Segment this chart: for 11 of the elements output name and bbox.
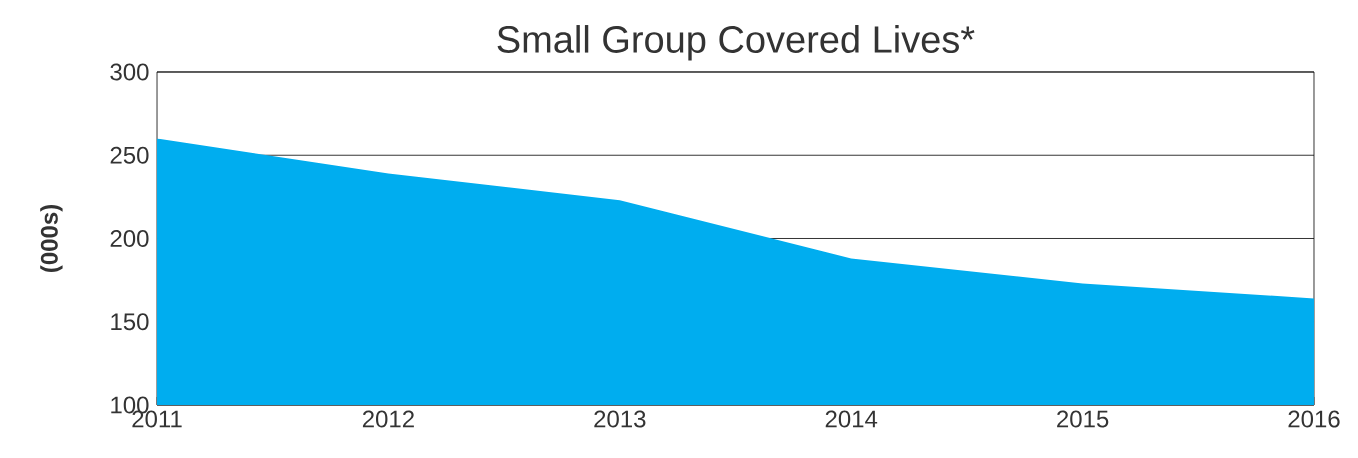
chart-title: Small Group Covered Lives*: [497, 25, 975, 61]
y-tick-label: 200: [110, 230, 149, 247]
y-tick-label: 150: [111, 313, 149, 331]
x-tick-label: 2015: [1057, 410, 1109, 428]
x-tick-label: 2013: [594, 410, 646, 428]
y-tick-label: 300: [110, 63, 149, 81]
y-tick-label: 250: [110, 146, 149, 164]
x-tick-label: 2012: [362, 410, 414, 428]
x-tick-label: 2016: [1288, 410, 1340, 428]
y-axis-title: (000s): [40, 205, 63, 272]
x-tick-label: 2014: [825, 410, 878, 428]
